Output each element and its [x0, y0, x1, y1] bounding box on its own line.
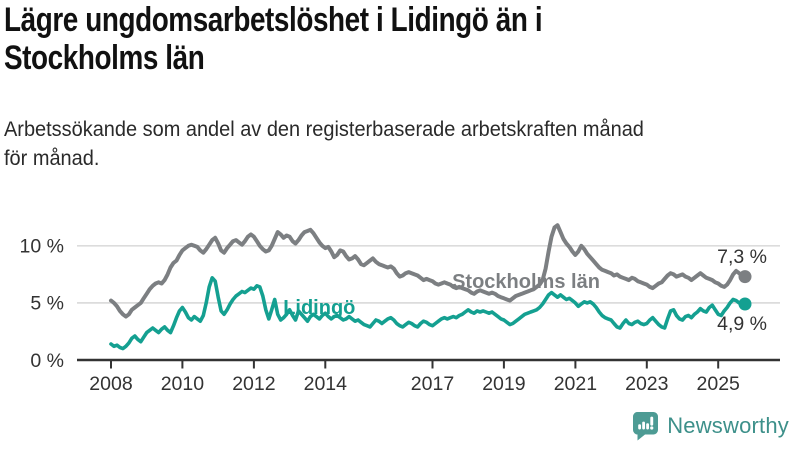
- chart-title-line-1: Lägre ungdomsarbetslöshet i Lidingö än i: [4, 1, 543, 39]
- series-line-stockholms-lan: [109, 223, 747, 319]
- speech-bubble-shape: [633, 412, 659, 441]
- chart-subtitle: Arbetssökande som andel av den registerb…: [4, 115, 644, 173]
- x-axis-label-2021: 2021: [554, 373, 597, 395]
- y-axis-label-10pct: 10 %: [20, 236, 64, 258]
- series-line-lidingo: [109, 275, 747, 351]
- x-axis-label-2019: 2019: [482, 373, 525, 395]
- x-axis-label-2023: 2023: [625, 373, 668, 395]
- exclamation-bar-glyph: [650, 416, 654, 426]
- bar-glyph-2: [642, 421, 646, 430]
- y-axis-label-0pct: 0 %: [30, 350, 64, 372]
- x-axis-label-2010: 2010: [161, 373, 205, 395]
- series-end-dot-lidingo: [738, 297, 752, 311]
- bar-glyph-1: [638, 424, 642, 430]
- chart-title: Lägre ungdomsarbetslöshet i Lidingö än i…: [4, 1, 543, 77]
- series-label-stockholms-lan: Stockholms län: [452, 271, 600, 293]
- exclamation-dot-glyph: [650, 426, 654, 430]
- chart-title-line-2: Stockholms län: [4, 39, 205, 77]
- x-axis-label-2012: 2012: [232, 373, 275, 395]
- y-axis-label-5pct: 5 %: [30, 293, 64, 315]
- series-label-lidingo: Lidingö: [283, 297, 355, 319]
- newsworthy-logo-text: Newsworthy: [667, 413, 789, 438]
- chart-subtitle-line-1: Arbetssökande som andel av den registerb…: [4, 118, 644, 141]
- newsworthy-chart-bubble-icon: [633, 412, 659, 441]
- x-axis-label-2025: 2025: [697, 373, 741, 395]
- x-axis-label-2014: 2014: [304, 373, 348, 395]
- newsworthy-logo: Newsworthy: [632, 411, 789, 441]
- series-end-dot-stockholms-lan: [738, 270, 752, 284]
- chart-subtitle-line-2: för månad.: [4, 147, 100, 170]
- x-axis-label-2008: 2008: [89, 373, 132, 395]
- bar-glyph-3: [646, 423, 650, 430]
- x-axis-label-2017: 2017: [411, 373, 454, 395]
- series-end-value-stockholms-lan: 7,3 %: [717, 246, 767, 268]
- series-end-value-lidingo: 4,9 %: [717, 313, 767, 335]
